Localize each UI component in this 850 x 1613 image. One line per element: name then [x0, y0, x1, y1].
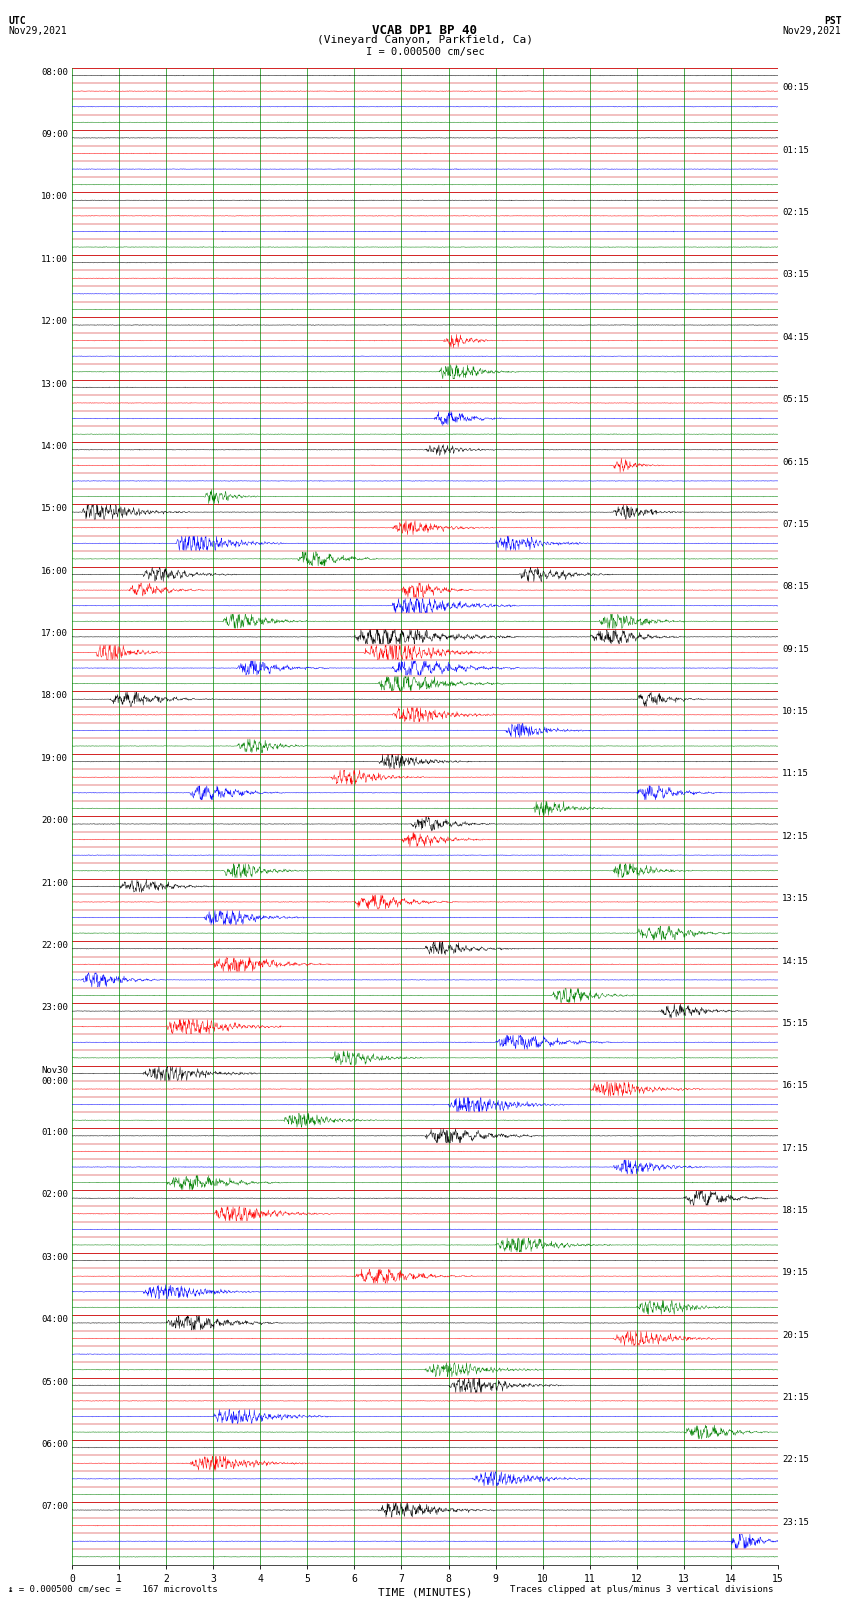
Text: 05:00: 05:00	[41, 1378, 68, 1387]
Text: I = 0.000500 cm/sec: I = 0.000500 cm/sec	[366, 47, 484, 56]
Text: 16:15: 16:15	[782, 1081, 809, 1090]
Text: 21:00: 21:00	[41, 879, 68, 887]
Text: 06:15: 06:15	[782, 458, 809, 466]
Text: 00:15: 00:15	[782, 84, 809, 92]
Text: 10:00: 10:00	[41, 192, 68, 202]
Text: 16:00: 16:00	[41, 566, 68, 576]
Text: 15:00: 15:00	[41, 505, 68, 513]
Text: ↨ = 0.000500 cm/sec =    167 microvolts: ↨ = 0.000500 cm/sec = 167 microvolts	[8, 1584, 218, 1594]
Text: 02:15: 02:15	[782, 208, 809, 218]
Text: 01:00: 01:00	[41, 1127, 68, 1137]
Text: 04:15: 04:15	[782, 332, 809, 342]
Text: 02:00: 02:00	[41, 1190, 68, 1200]
Text: 03:00: 03:00	[41, 1253, 68, 1261]
Text: 06:00: 06:00	[41, 1440, 68, 1448]
Text: 10:15: 10:15	[782, 706, 809, 716]
Text: 14:00: 14:00	[41, 442, 68, 452]
Text: 04:00: 04:00	[41, 1315, 68, 1324]
Text: 22:15: 22:15	[782, 1455, 809, 1465]
Text: 17:00: 17:00	[41, 629, 68, 639]
Text: (Vineyard Canyon, Parkfield, Ca): (Vineyard Canyon, Parkfield, Ca)	[317, 35, 533, 45]
Text: 00:00: 00:00	[41, 1077, 68, 1086]
Text: 21:15: 21:15	[782, 1394, 809, 1402]
X-axis label: TIME (MINUTES): TIME (MINUTES)	[377, 1587, 473, 1598]
Text: Traces clipped at plus/minus 3 vertical divisions: Traces clipped at plus/minus 3 vertical …	[510, 1584, 774, 1594]
Text: 14:15: 14:15	[782, 957, 809, 966]
Text: 20:00: 20:00	[41, 816, 68, 826]
Text: 09:15: 09:15	[782, 645, 809, 653]
Text: Nov29,2021: Nov29,2021	[8, 26, 67, 35]
Text: 18:15: 18:15	[782, 1207, 809, 1215]
Text: 08:00: 08:00	[41, 68, 68, 77]
Text: 07:00: 07:00	[41, 1502, 68, 1511]
Text: 18:00: 18:00	[41, 692, 68, 700]
Text: 19:15: 19:15	[782, 1268, 809, 1277]
Text: 05:15: 05:15	[782, 395, 809, 405]
Text: 03:15: 03:15	[782, 271, 809, 279]
Text: 01:15: 01:15	[782, 145, 809, 155]
Text: 20:15: 20:15	[782, 1331, 809, 1340]
Text: 23:15: 23:15	[782, 1518, 809, 1528]
Text: 11:00: 11:00	[41, 255, 68, 265]
Text: PST: PST	[824, 16, 842, 26]
Text: 17:15: 17:15	[782, 1144, 809, 1153]
Text: UTC: UTC	[8, 16, 26, 26]
Text: 13:15: 13:15	[782, 894, 809, 903]
Text: 11:15: 11:15	[782, 769, 809, 779]
Text: Nov29,2021: Nov29,2021	[783, 26, 842, 35]
Text: 08:15: 08:15	[782, 582, 809, 592]
Text: 12:15: 12:15	[782, 832, 809, 840]
Text: 13:00: 13:00	[41, 379, 68, 389]
Text: 12:00: 12:00	[41, 318, 68, 326]
Text: 22:00: 22:00	[41, 940, 68, 950]
Text: 07:15: 07:15	[782, 519, 809, 529]
Text: 23:00: 23:00	[41, 1003, 68, 1013]
Text: VCAB DP1 BP 40: VCAB DP1 BP 40	[372, 24, 478, 37]
Text: Nov30: Nov30	[41, 1066, 68, 1074]
Text: 09:00: 09:00	[41, 131, 68, 139]
Text: 19:00: 19:00	[41, 753, 68, 763]
Text: 15:15: 15:15	[782, 1019, 809, 1027]
